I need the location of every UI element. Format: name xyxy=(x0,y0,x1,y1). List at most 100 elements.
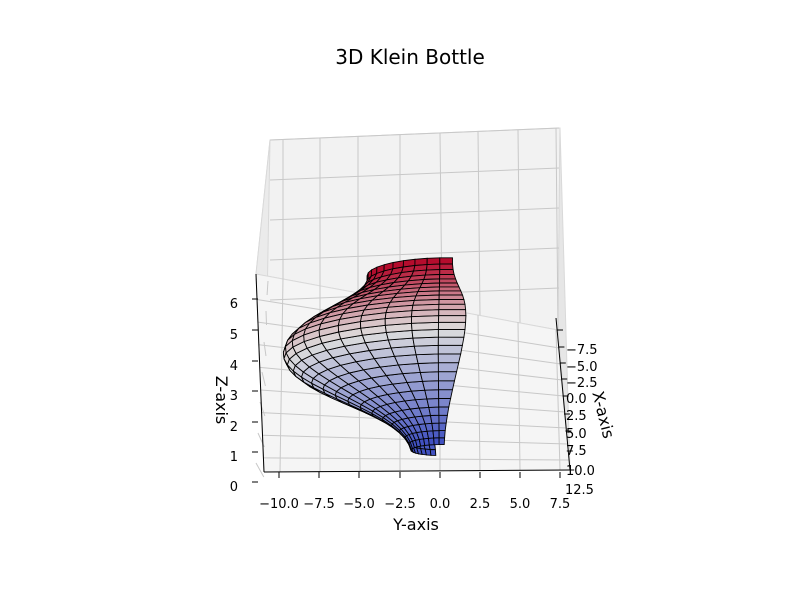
y-axis-ticks: −10.0 −7.5 −5.0 −2.5 0.0 2.5 5.0 7.5 xyxy=(259,472,570,512)
y-axis-line xyxy=(263,469,571,473)
z-tick-label: 5 xyxy=(230,328,238,343)
y-tick-label: 0.0 xyxy=(430,497,451,512)
grid-line xyxy=(255,462,265,478)
z-tick-label: 4 xyxy=(230,359,238,374)
z-tick-label: 1 xyxy=(230,450,238,465)
surface-patch xyxy=(432,430,440,439)
surface-patch xyxy=(438,380,456,391)
surface-patch xyxy=(428,406,440,416)
z-tick-label: 0 xyxy=(230,480,238,495)
surface-patch xyxy=(437,321,467,330)
surface-patch xyxy=(438,303,467,311)
surface-patch xyxy=(411,315,440,324)
surface-patch xyxy=(438,430,446,439)
grid-line xyxy=(269,167,560,181)
surface-patch xyxy=(439,263,454,271)
surface-patch xyxy=(437,344,463,355)
surface-patch xyxy=(411,328,439,339)
grid-line xyxy=(279,277,284,473)
surface-patch xyxy=(421,380,440,391)
surface-patch xyxy=(419,371,439,382)
surface-patch xyxy=(438,389,454,399)
surface-patch xyxy=(437,362,460,373)
surface-patch xyxy=(431,422,440,432)
grid-line xyxy=(265,310,268,326)
surface-patch xyxy=(438,299,466,305)
grid-line xyxy=(555,329,561,471)
grid-line xyxy=(263,341,267,357)
surface-patch xyxy=(438,422,447,432)
grid-line xyxy=(269,127,560,141)
x-tick-label: −7.5 xyxy=(566,343,598,358)
surface-patch xyxy=(429,414,440,424)
surface-patch xyxy=(438,294,465,300)
surface-patch xyxy=(438,414,448,424)
y-tick-label: 7.5 xyxy=(550,497,571,512)
surface-patch xyxy=(439,278,458,284)
surface-patch xyxy=(425,263,441,271)
grid-line xyxy=(517,129,521,323)
surface-patch xyxy=(426,398,440,408)
surface-patch xyxy=(424,389,440,400)
surface-patch xyxy=(438,437,446,446)
grid-line xyxy=(477,314,481,472)
z-axis-label: Z-axis xyxy=(212,376,231,425)
surface-patch xyxy=(438,315,467,323)
grid-line xyxy=(517,321,521,471)
surface-patch xyxy=(438,286,462,292)
surface-patch xyxy=(426,257,441,266)
surface-patch xyxy=(415,353,439,364)
surface-patch xyxy=(437,328,466,338)
x-tick-label: 5.0 xyxy=(566,427,587,442)
x-tick-label: 7.5 xyxy=(566,444,587,459)
x-tick-label: 10.0 xyxy=(566,464,595,479)
surface-patch xyxy=(437,353,462,364)
x-axis-line xyxy=(555,317,571,471)
grid-line xyxy=(269,247,560,261)
grid-line xyxy=(269,207,560,221)
grid-line xyxy=(555,128,559,330)
surface-patch xyxy=(437,371,458,382)
grid-line xyxy=(266,280,269,296)
z-axis-ticks: 0 1 2 3 4 5 6 xyxy=(230,297,258,495)
z-tick-label: 3 xyxy=(230,389,238,404)
z-tick-label: 6 xyxy=(230,297,238,312)
y-tick-label: −2.5 xyxy=(384,497,416,512)
surface-patch xyxy=(427,437,435,446)
surface-patch xyxy=(413,344,439,356)
surface-patch xyxy=(438,406,450,416)
surface-patch xyxy=(438,398,452,408)
surface-patch xyxy=(437,336,465,346)
klein-bottle-surface xyxy=(282,257,467,456)
surface-patch xyxy=(384,316,412,326)
surface-patch xyxy=(439,269,455,275)
y-tick-label: −10.0 xyxy=(259,497,299,512)
surface-patch xyxy=(439,257,453,265)
axis-lines xyxy=(255,273,571,473)
surface-patch xyxy=(438,290,464,296)
x-tick-label: −2.5 xyxy=(566,376,598,391)
x-tick-label: 12.5 xyxy=(565,483,594,498)
surface-patch xyxy=(439,274,457,280)
chart-title: 3D Klein Bottle xyxy=(335,45,485,69)
surface-patch xyxy=(439,282,460,288)
y-axis-label: Y-axis xyxy=(392,515,439,534)
x-tick-label: 2.5 xyxy=(566,409,587,424)
x-tick-label: −5.0 xyxy=(566,360,598,375)
z-axis-line xyxy=(255,273,265,473)
surface-patch xyxy=(412,336,439,347)
grid-line xyxy=(477,131,481,316)
surface-patch xyxy=(433,437,440,446)
grid-line xyxy=(263,457,570,461)
surface-patch xyxy=(438,309,467,317)
z-tick-label: 2 xyxy=(230,420,238,435)
grid-line xyxy=(261,371,266,387)
x-tick-label: 0.0 xyxy=(566,392,587,407)
x-axis-ticks: −7.5 −5.0−2.50.0 2.5 5.0 7.5 10.0 12.5 xyxy=(557,329,598,498)
y-tick-label: 5.0 xyxy=(510,497,531,512)
surface-patch xyxy=(417,362,439,373)
y-tick-label: −5.0 xyxy=(343,497,375,512)
y-tick-label: 2.5 xyxy=(470,497,491,512)
y-tick-label: −7.5 xyxy=(303,497,335,512)
